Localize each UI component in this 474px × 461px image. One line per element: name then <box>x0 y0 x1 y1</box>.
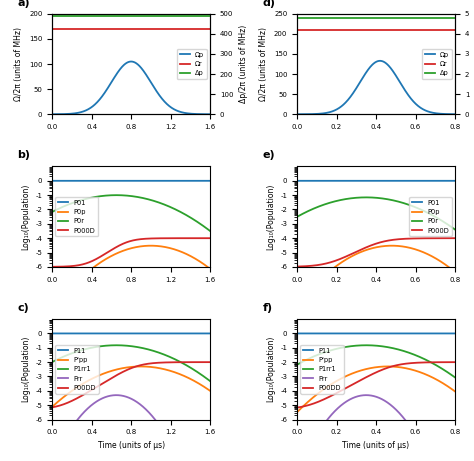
Y-axis label: Log₁₀(Population): Log₁₀(Population) <box>266 183 275 250</box>
Y-axis label: Ω/2π (units of MHz): Ω/2π (units of MHz) <box>14 27 23 101</box>
Legend: P01, P0p, P0r, P000D: P01, P0p, P0r, P000D <box>409 197 452 236</box>
Legend: P11, P'pp, P1rr1, Prr, P00DD: P11, P'pp, P1rr1, Prr, P00DD <box>301 345 344 394</box>
X-axis label: Time (units of μs): Time (units of μs) <box>343 441 410 450</box>
Y-axis label: Log₁₀(Population): Log₁₀(Population) <box>21 336 30 402</box>
Y-axis label: Δp/2π (units of MHz): Δp/2π (units of MHz) <box>239 25 248 103</box>
Text: e): e) <box>262 150 275 160</box>
Text: b): b) <box>18 150 30 160</box>
Text: c): c) <box>18 303 29 313</box>
Text: d): d) <box>262 0 275 8</box>
Text: f): f) <box>262 303 273 313</box>
Legend: Ωp, Ωr, Δp: Ωp, Ωr, Δp <box>422 49 452 79</box>
Text: a): a) <box>18 0 30 8</box>
Legend: P01, P0p, P0r, P000D: P01, P0p, P0r, P000D <box>55 197 98 236</box>
Legend: Ωp, Ωr, Δp: Ωp, Ωr, Δp <box>177 49 207 79</box>
X-axis label: Time (units of μs): Time (units of μs) <box>98 441 164 450</box>
Legend: P11, P'pp, P1rr1, Prr, P00DD: P11, P'pp, P1rr1, Prr, P00DD <box>55 345 99 394</box>
Y-axis label: Ω/2π (units of MHz): Ω/2π (units of MHz) <box>259 27 268 101</box>
Y-axis label: Log₁₀(Population): Log₁₀(Population) <box>266 336 275 402</box>
Y-axis label: Log₁₀(Population): Log₁₀(Population) <box>21 183 30 250</box>
